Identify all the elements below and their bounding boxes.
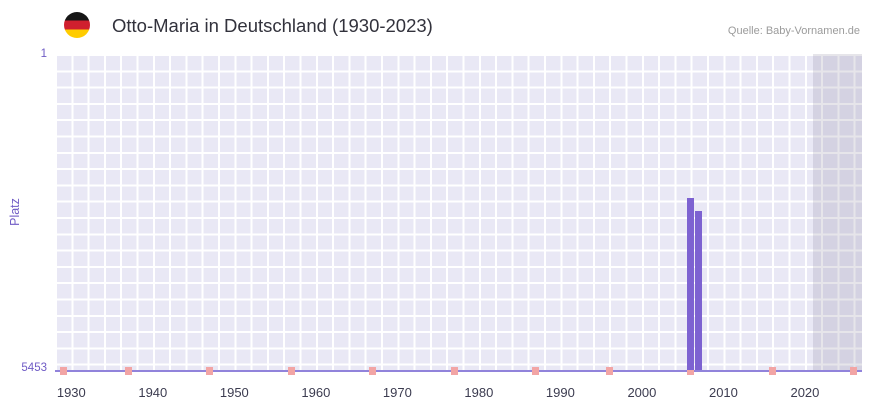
rank-bar-2006: [687, 197, 695, 370]
unranked-year-marker: [369, 367, 377, 375]
unranked-year-marker: [287, 367, 295, 375]
y-axis-title: Platz: [7, 198, 22, 226]
x-tick-label: 2020: [790, 385, 820, 400]
unranked-year-marker: [124, 367, 132, 375]
unranked-year-marker: [532, 367, 540, 375]
germany-flag-icon: [64, 12, 90, 38]
unranked-year-marker: [450, 367, 458, 375]
unranked-year-marker: [206, 367, 214, 375]
chart-title: Otto-Maria in Deutschland (1930-2023): [112, 15, 433, 36]
x-tick-label: 1960: [301, 385, 331, 400]
plot-area: [55, 54, 862, 375]
x-tick-label: 2010: [708, 385, 738, 400]
x-tick-label: 2000: [627, 385, 657, 400]
x-tick-label: 1990: [545, 385, 575, 400]
y-tick-label-top: 1: [40, 48, 47, 60]
x-tick-label: 1950: [219, 385, 249, 400]
y-tick-label-bottom: 5453: [21, 362, 47, 374]
x-tick-label: 1970: [382, 385, 412, 400]
unranked-year-marker: [768, 367, 776, 375]
rank-bar-2007: [695, 211, 703, 370]
unranked-year-marker: [850, 367, 858, 375]
x-tick-label: 1940: [138, 385, 168, 400]
x-axis: 1930 1940 1950 1960 1970 1980 1990 2000 2010 2020: [55, 385, 862, 405]
unranked-year-marker: [687, 367, 695, 375]
unranked-year-marker: [59, 367, 67, 375]
unranked-year-marker: [605, 367, 613, 375]
source-label: Quelle: Baby-Vornamen.de: [727, 25, 860, 37]
x-tick-label: 1930: [56, 385, 86, 400]
y-axis-title-wrap: Platz: [0, 54, 30, 370]
x-tick-label: 1980: [464, 385, 494, 400]
recent-years-band: [813, 54, 862, 370]
